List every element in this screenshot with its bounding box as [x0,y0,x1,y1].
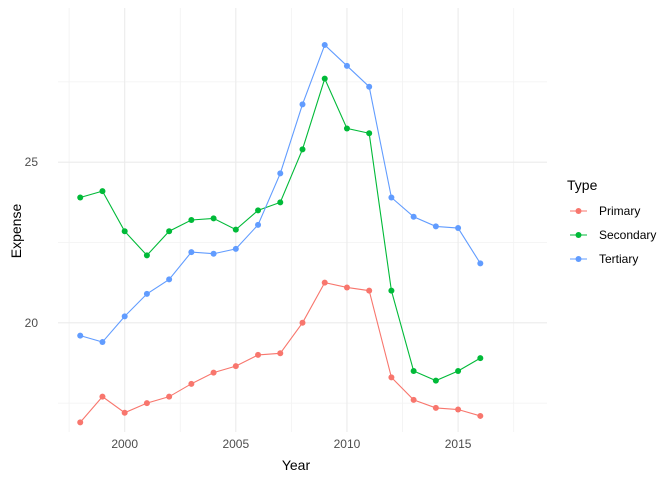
series-line-secondary [80,77,481,382]
series-line-tertiary [80,43,481,343]
data-point-secondary [99,188,106,195]
data-point-secondary [188,217,195,223]
data-point-secondary [366,130,373,137]
data-point-primary [455,406,462,413]
data-point-tertiary [121,313,128,320]
data-point-tertiary [277,170,284,177]
data-point-primary [343,284,350,291]
data-point-secondary [210,215,217,222]
x-tick-label: 2010 [334,437,361,451]
x-axis-tick-labels: 2000 2005 2010 2015 [111,437,471,451]
legend: Type Primary Secondary Tertiary [567,177,656,266]
major-gridlines [58,8,547,432]
legend-key-tertiary [570,256,587,262]
data-point-primary [143,400,150,407]
data-point-primary [299,319,306,326]
y-tick-label: 20 [25,316,39,330]
data-point-primary [277,350,284,357]
data-point-secondary [343,125,350,132]
series-secondary [77,75,484,384]
legend-label-primary: Primary [599,204,640,218]
data-point-secondary [388,287,395,294]
data-point-primary [232,363,239,370]
data-point-tertiary [143,290,150,297]
data-point-secondary [277,199,284,206]
data-point-tertiary [299,101,306,108]
data-point-tertiary [255,221,262,228]
data-point-tertiary [188,249,195,256]
data-point-secondary [77,194,84,201]
data-point-tertiary [321,41,328,48]
data-point-tertiary [77,332,84,339]
data-point-secondary [321,75,328,82]
data-point-tertiary [432,223,439,230]
data-point-tertiary [210,250,217,257]
data-point-primary [255,351,262,358]
series-tertiary [77,41,484,346]
series-layer [77,41,484,426]
data-point-tertiary [410,213,417,220]
legend-key-primary [570,208,587,214]
data-point-primary [321,279,328,286]
data-point-primary [77,419,84,426]
data-point-secondary [121,228,128,235]
y-tick-label: 25 [25,155,39,169]
data-point-secondary [410,367,417,374]
data-point-secondary [143,252,150,259]
series-primary [77,279,484,426]
legend-key-point-secondary [575,232,582,238]
minor-gridlines [58,8,547,432]
y-axis-title: Expense [8,204,24,259]
data-point-tertiary [388,194,395,201]
legend-key-point-tertiary [575,256,582,262]
legend-label-tertiary: Tertiary [599,252,638,266]
legend-key-secondary [570,232,587,238]
x-axis-title: Year [282,457,311,473]
data-point-tertiary [366,83,373,90]
data-point-primary [388,374,395,381]
data-point-tertiary [166,276,173,283]
data-point-primary [366,287,373,294]
data-point-primary [188,380,195,387]
data-point-primary [99,393,106,400]
data-point-secondary [166,228,173,235]
data-point-primary [432,404,439,411]
legend-label-secondary: Secondary [599,228,656,242]
data-point-tertiary [477,260,484,267]
data-point-tertiary [99,339,106,346]
data-point-primary [121,409,128,416]
data-point-primary [410,396,417,403]
data-point-secondary [477,355,484,362]
x-tick-label: 2015 [445,437,472,451]
data-point-secondary [255,207,262,214]
legend-key-point-primary [575,208,582,214]
data-point-tertiary [232,245,239,252]
data-point-secondary [455,367,462,374]
data-point-primary [210,369,217,376]
data-point-tertiary [455,225,462,232]
data-point-secondary [232,226,239,233]
data-point-secondary [432,377,439,384]
x-tick-label: 2005 [222,437,249,451]
data-point-tertiary [343,62,350,69]
data-point-secondary [299,146,306,153]
data-point-primary [477,412,484,419]
legend-title: Type [567,177,598,193]
x-tick-label: 2000 [111,437,138,451]
data-point-primary [166,393,173,400]
